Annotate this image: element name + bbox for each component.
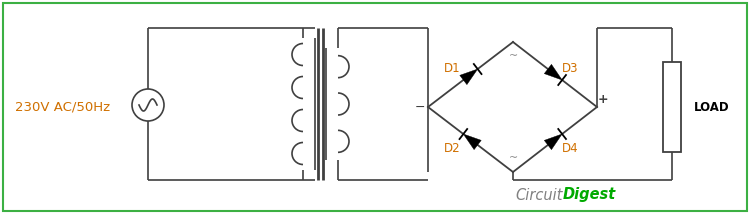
Text: ~: ~ [509, 153, 518, 163]
Text: Circuit: Circuit [515, 187, 563, 202]
Text: D4: D4 [562, 141, 578, 155]
Polygon shape [544, 64, 562, 80]
Text: +: + [598, 92, 608, 106]
Text: 230V AC/50Hz: 230V AC/50Hz [15, 101, 110, 113]
Text: Digest: Digest [563, 187, 616, 202]
Text: −: − [415, 101, 425, 113]
Bar [663, 62, 681, 152]
Text: LOAD: LOAD [694, 101, 730, 113]
Text: ~: ~ [509, 51, 518, 61]
Text: D2: D2 [444, 141, 460, 155]
Text: D1: D1 [444, 61, 460, 74]
Polygon shape [460, 69, 478, 85]
Text: D3: D3 [562, 61, 578, 74]
Polygon shape [544, 134, 562, 150]
Polygon shape [464, 134, 482, 150]
